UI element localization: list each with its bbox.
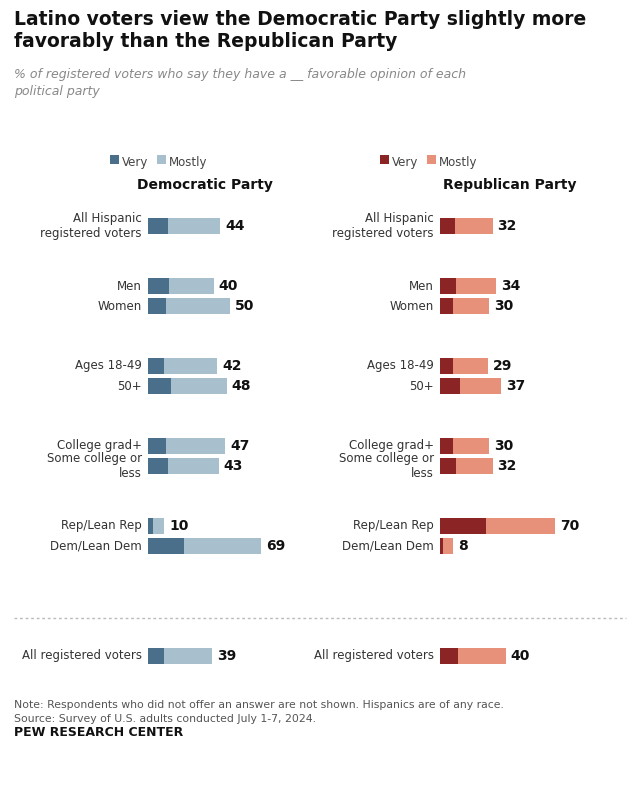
- Bar: [444, 538, 453, 554]
- Text: Mostly: Mostly: [439, 156, 477, 169]
- Text: 44: 44: [225, 219, 244, 233]
- Bar: [148, 458, 168, 474]
- Text: Some college or
less: Some college or less: [47, 451, 142, 480]
- Text: 48: 48: [232, 379, 252, 393]
- Bar: [153, 518, 164, 534]
- Text: Women: Women: [98, 299, 142, 313]
- Text: Latino voters view the Democratic Party slightly more
favorably than the Republi: Latino voters view the Democratic Party …: [14, 10, 586, 51]
- Text: Rep/Lean Rep: Rep/Lean Rep: [353, 520, 434, 532]
- Bar: [168, 458, 219, 474]
- Bar: [460, 378, 500, 394]
- Bar: [453, 298, 490, 314]
- Text: 37: 37: [506, 379, 525, 393]
- Bar: [148, 538, 184, 554]
- Text: 32: 32: [497, 459, 517, 473]
- Bar: [440, 278, 456, 294]
- Bar: [168, 218, 220, 234]
- Bar: [427, 155, 436, 164]
- Text: PEW RESEARCH CENTER: PEW RESEARCH CENTER: [14, 726, 183, 739]
- Text: College grad+: College grad+: [57, 440, 142, 452]
- Text: Very: Very: [122, 156, 148, 169]
- Text: Very: Very: [392, 156, 419, 169]
- Text: 69: 69: [266, 539, 285, 553]
- Bar: [440, 438, 453, 454]
- Bar: [440, 218, 455, 234]
- Text: 43: 43: [223, 459, 243, 473]
- Text: Democratic Party: Democratic Party: [137, 178, 273, 192]
- Text: Note: Respondents who did not offer an answer are not shown. Hispanics are of an: Note: Respondents who did not offer an a…: [14, 700, 504, 710]
- Bar: [148, 278, 170, 294]
- Text: 10: 10: [170, 519, 189, 533]
- Text: 8: 8: [458, 539, 468, 553]
- Bar: [171, 378, 227, 394]
- Text: 30: 30: [494, 439, 513, 453]
- Bar: [440, 518, 486, 534]
- Bar: [148, 438, 166, 454]
- Bar: [486, 518, 555, 534]
- Text: Dem/Lean Dem: Dem/Lean Dem: [51, 539, 142, 553]
- Text: 30: 30: [494, 299, 513, 313]
- Bar: [148, 358, 164, 374]
- Bar: [455, 218, 493, 234]
- Bar: [148, 518, 153, 534]
- Bar: [440, 538, 444, 554]
- Bar: [380, 155, 389, 164]
- Text: Ages 18-49: Ages 18-49: [75, 360, 142, 372]
- Bar: [148, 298, 166, 314]
- Bar: [440, 358, 453, 374]
- Text: 42: 42: [222, 359, 241, 373]
- Text: 29: 29: [493, 359, 512, 373]
- Bar: [148, 218, 168, 234]
- Text: College grad+: College grad+: [349, 440, 434, 452]
- Text: 40: 40: [511, 649, 530, 663]
- Text: % of registered voters who say they have a __ favorable opinion of each
politica: % of registered voters who say they have…: [14, 68, 466, 97]
- Bar: [456, 278, 496, 294]
- Text: 34: 34: [501, 279, 520, 293]
- Text: Source: Survey of U.S. adults conducted July 1-7, 2024.: Source: Survey of U.S. adults conducted …: [14, 714, 316, 724]
- Bar: [164, 358, 217, 374]
- Bar: [184, 538, 261, 554]
- Bar: [157, 155, 166, 164]
- Bar: [148, 648, 164, 664]
- Text: 40: 40: [219, 279, 238, 293]
- Text: 50+: 50+: [117, 379, 142, 393]
- Bar: [166, 438, 225, 454]
- Text: 70: 70: [560, 519, 579, 533]
- Text: All Hispanic
registered voters: All Hispanic registered voters: [40, 211, 142, 240]
- Bar: [453, 438, 490, 454]
- Text: 50: 50: [235, 299, 255, 313]
- Text: 47: 47: [230, 439, 250, 453]
- Text: Women: Women: [390, 299, 434, 313]
- Text: Ages 18-49: Ages 18-49: [367, 360, 434, 372]
- Bar: [166, 298, 230, 314]
- Bar: [440, 648, 458, 664]
- Text: Republican Party: Republican Party: [444, 178, 577, 192]
- Bar: [440, 298, 453, 314]
- Bar: [148, 378, 171, 394]
- Bar: [458, 648, 506, 664]
- Text: All registered voters: All registered voters: [22, 649, 142, 662]
- Bar: [440, 458, 456, 474]
- Bar: [456, 458, 493, 474]
- Text: 39: 39: [217, 649, 236, 663]
- Bar: [440, 378, 460, 394]
- Bar: [170, 278, 214, 294]
- Bar: [164, 648, 212, 664]
- Text: All Hispanic
registered voters: All Hispanic registered voters: [333, 211, 434, 240]
- Text: Rep/Lean Rep: Rep/Lean Rep: [61, 520, 142, 532]
- Text: 50+: 50+: [410, 379, 434, 393]
- Bar: [453, 358, 488, 374]
- Text: 32: 32: [497, 219, 517, 233]
- Text: Mostly: Mostly: [169, 156, 207, 169]
- Bar: [110, 155, 119, 164]
- Text: Men: Men: [409, 280, 434, 292]
- Text: All registered voters: All registered voters: [314, 649, 434, 662]
- Text: Dem/Lean Dem: Dem/Lean Dem: [342, 539, 434, 553]
- Text: Some college or
less: Some college or less: [339, 451, 434, 480]
- Text: Men: Men: [117, 280, 142, 292]
